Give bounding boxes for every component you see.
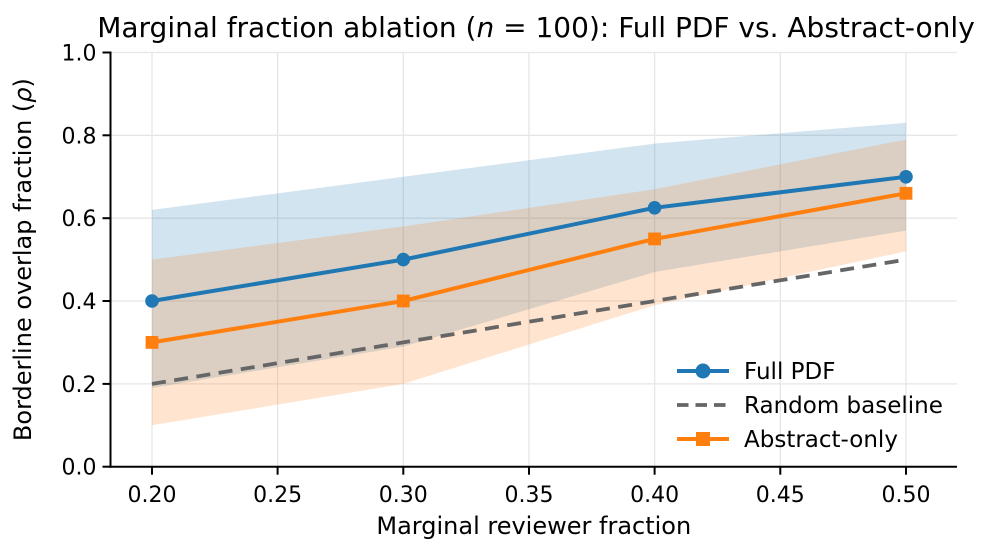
data-point-abstract-only	[899, 186, 913, 200]
data-point-full-pdf	[647, 201, 662, 215]
series-full-pdf	[145, 170, 913, 308]
x-tick-label: 0.25	[253, 483, 302, 508]
data-point-full-pdf	[899, 170, 913, 184]
y-tick-label: 0.6	[62, 207, 97, 232]
x-tick-label: 0.35	[505, 483, 554, 508]
data-point-abstract-only	[396, 294, 410, 308]
y-tick-label: 0.8	[62, 124, 97, 149]
legend-square-marker-icon	[696, 432, 710, 446]
series-random-baseline	[151, 257, 907, 386]
x-axis-label: Marginal reviewer fraction	[376, 512, 691, 540]
legend-label: Abstract-only	[744, 427, 898, 453]
x-tick-label: 0.40	[630, 483, 679, 508]
legend-circle-marker-icon	[695, 363, 711, 379]
data-point-abstract-only	[145, 336, 159, 349]
x-tick-label: 0.45	[756, 483, 805, 508]
y-tick-label: 0.4	[62, 290, 97, 315]
legend-label: Random baseline	[744, 393, 943, 419]
legend-item-full-pdf: Full PDF	[677, 359, 835, 385]
data-point-abstract-only	[648, 232, 661, 246]
y-tick-label: 0.2	[62, 373, 97, 398]
legend-item-random-baseline: Random baseline	[677, 393, 943, 419]
tick-labels: 0.20 0.25 0.30 0.35 0.40 0.45 0.50 0.0 0.2 0.4 0.6…	[62, 42, 931, 509]
y-tick-label: 0.0	[62, 456, 97, 481]
confidence-band-full-pdf	[152, 122, 906, 389]
x-tick-label: 0.20	[128, 483, 177, 508]
legend-item-abstract-only: Abstract-only	[677, 427, 898, 453]
legend: Full PDF Random baseline Abstract-only	[677, 359, 943, 453]
axes	[102, 51, 957, 475]
chart-title: Marginal fraction ablation (n = 100): Fu…	[97, 11, 975, 44]
y-axis-label: Borderline overlap fraction (ρ)	[9, 78, 37, 441]
x-tick-label: 0.50	[882, 483, 931, 508]
y-tick-label: 1.0	[62, 42, 97, 67]
data-point-full-pdf	[396, 252, 411, 267]
legend-label: Full PDF	[744, 359, 835, 385]
gridlines	[110, 51, 957, 467]
series-abstract-only	[145, 186, 913, 349]
data-point-full-pdf	[145, 294, 159, 308]
x-tick-label: 0.30	[379, 483, 428, 508]
